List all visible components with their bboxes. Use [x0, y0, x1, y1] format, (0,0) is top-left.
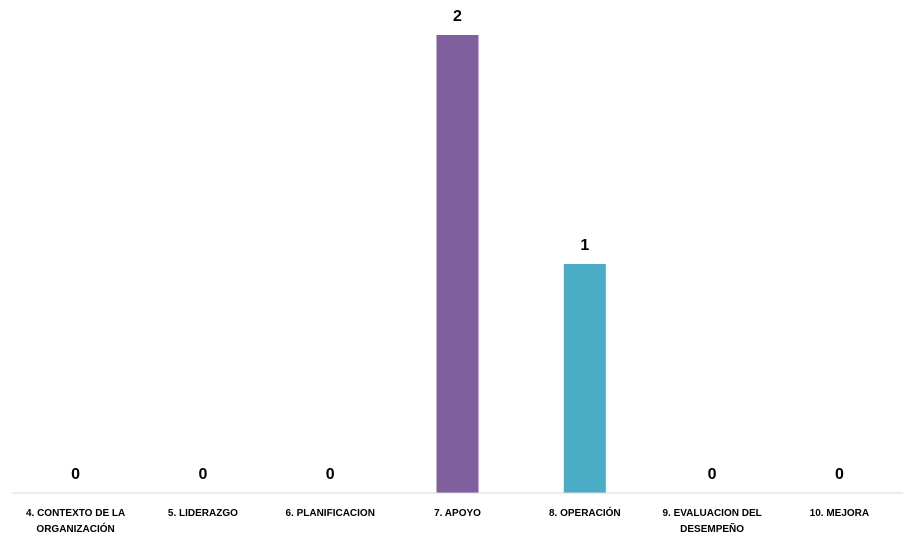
x-tick-label-2: 6. PLANIFICACION: [285, 508, 374, 519]
bars-layer: [436, 35, 606, 493]
x-tick-label-6: 10. MEJORA: [810, 508, 869, 519]
data-label-4: 1: [580, 237, 589, 254]
data-label-6: 0: [835, 466, 844, 483]
x-tick-label-0: 4. CONTEXTO DE LA ORGANIZACIÓN: [26, 508, 125, 535]
data-label-3: 2: [453, 8, 462, 25]
x-tick-label-3: 7. APOYO: [434, 508, 481, 519]
bar-4: [563, 264, 606, 493]
data-label-1: 0: [198, 466, 207, 483]
x-tick-labels-layer: 4. CONTEXTO DE LA ORGANIZACIÓN 5. LIDERAZG…: [26, 506, 869, 535]
data-label-5: 0: [708, 466, 717, 483]
data-label-2: 0: [326, 466, 335, 483]
x-tick-label-1: 5. LIDERAZGO: [168, 508, 238, 519]
x-tick-label-4: 8. OPERACIÓN: [549, 506, 621, 519]
data-labels-layer: 0 0 0 2 1 0 0: [71, 8, 844, 483]
bar-3: [436, 35, 479, 493]
x-tick-label-5: 9. EVALUACION DEL DESEMPEÑO: [662, 508, 761, 535]
data-label-0: 0: [71, 466, 80, 483]
